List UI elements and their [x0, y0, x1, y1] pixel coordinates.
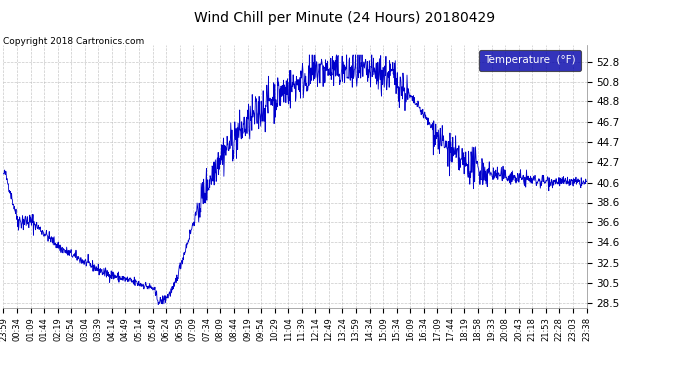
Legend: Temperature  (°F): Temperature (°F) [480, 50, 581, 70]
Text: Wind Chill per Minute (24 Hours) 20180429: Wind Chill per Minute (24 Hours) 2018042… [195, 11, 495, 25]
Text: Copyright 2018 Cartronics.com: Copyright 2018 Cartronics.com [3, 38, 145, 46]
